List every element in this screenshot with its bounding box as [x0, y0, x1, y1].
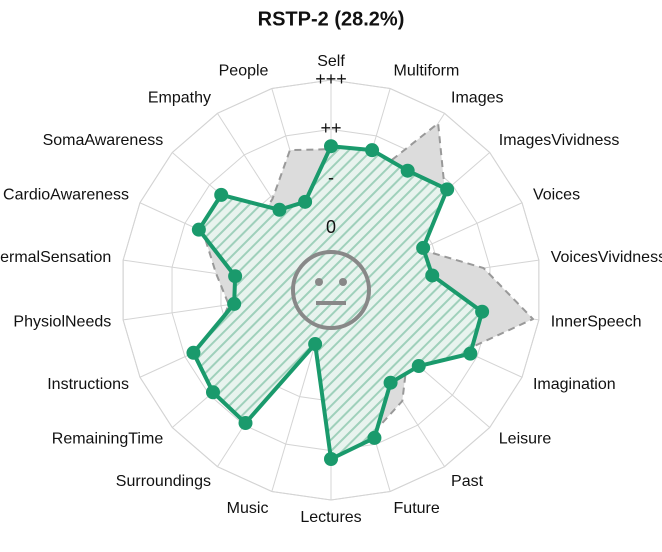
data-point — [308, 337, 323, 352]
data-point — [367, 430, 382, 445]
category-label: Past — [451, 473, 484, 490]
category-label: Lectures — [300, 509, 361, 526]
r-tick-label: +++ — [315, 69, 347, 89]
data-point — [228, 269, 243, 284]
r-tick-label: ++ — [320, 118, 341, 138]
data-point — [298, 194, 313, 209]
category-label: SomaAwareness — [43, 132, 164, 149]
data-point — [272, 202, 287, 217]
data-point — [411, 359, 426, 374]
outer-ring — [122, 79, 540, 501]
category-label: CardioAwareness — [3, 187, 129, 204]
category-label: Instructions — [47, 376, 129, 393]
data-point — [227, 296, 242, 311]
r-tick-label: 0 — [326, 217, 336, 237]
data-point — [383, 375, 398, 390]
data-point — [186, 345, 201, 360]
data-point — [416, 240, 431, 255]
face-outline — [291, 250, 371, 330]
data-point — [214, 187, 229, 202]
r-tick-label: - — [328, 168, 334, 188]
data-point — [400, 163, 415, 178]
data-point — [463, 346, 478, 361]
category-label: Imagination — [533, 376, 616, 393]
category-label: Images — [451, 89, 503, 106]
category-label: PhysiolNeeds — [13, 314, 111, 331]
face-eye — [315, 278, 323, 286]
category-label: ImagesVividness — [499, 132, 620, 149]
category-label: Voices — [533, 187, 580, 204]
data-point — [440, 182, 455, 197]
data-point — [475, 304, 490, 319]
data-point — [238, 416, 253, 431]
category-label: Music — [227, 500, 269, 517]
data-point — [324, 139, 338, 154]
data-point — [324, 451, 338, 466]
data-point — [191, 222, 206, 237]
data-point — [425, 268, 440, 283]
category-label: RemainingTime — [52, 431, 164, 448]
category-label: VoicesVividness — [551, 249, 662, 266]
category-label: Empathy — [148, 89, 211, 106]
labels: 0-+++++SelfMultiformImagesImagesVividnes… — [0, 53, 662, 526]
category-label: ThermalSensation — [0, 249, 111, 266]
face-icon — [291, 250, 371, 330]
category-label: People — [219, 62, 269, 79]
category-label: Self — [317, 53, 345, 70]
data-point — [205, 385, 220, 400]
data-point — [365, 143, 380, 158]
category-label: Surroundings — [116, 473, 211, 490]
category-label: Leisure — [499, 431, 552, 448]
category-label: Future — [394, 500, 440, 517]
face-eye — [339, 278, 347, 286]
chart-title: RSTP-2 (28.2%) — [258, 8, 405, 30]
category-label: Multiform — [394, 62, 460, 79]
category-label: InnerSpeech — [551, 314, 642, 331]
